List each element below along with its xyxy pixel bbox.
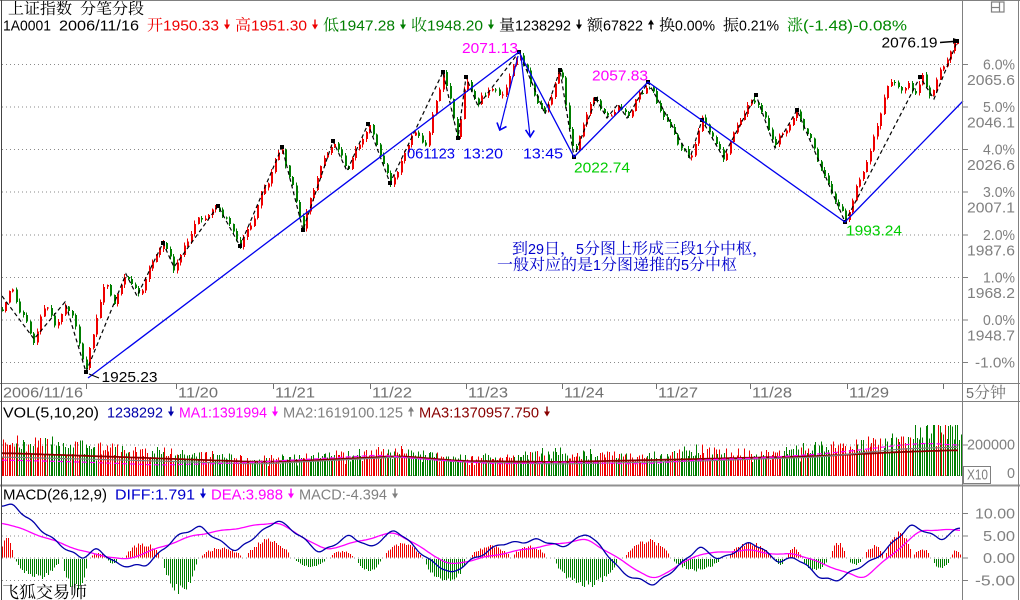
svg-text:DIFF:1.791: DIFF:1.791: [115, 488, 195, 504]
svg-text:1948.20: 1948.20: [427, 19, 483, 35]
svg-text:11/22: 11/22: [372, 386, 412, 402]
svg-text:2006/11/16: 2006/11/16: [59, 19, 139, 35]
svg-text:2057.83: 2057.83: [592, 69, 648, 85]
svg-text:-1.0%: -1.0%: [975, 356, 1015, 372]
svg-text:13:45: 13:45: [523, 147, 563, 163]
svg-text:29: 29: [528, 242, 544, 258]
svg-text:13:20: 13:20: [463, 147, 503, 163]
svg-text:1925.23: 1925.23: [102, 370, 158, 386]
svg-text:2006/11/16: 2006/11/16: [3, 386, 83, 402]
svg-text:3.0%: 3.0%: [983, 185, 1015, 201]
svg-text:1: 1: [593, 258, 601, 274]
svg-text:11/23: 11/23: [468, 386, 508, 402]
svg-text:(-1.48)-0.08%: (-1.48)-0.08%: [803, 19, 907, 35]
svg-text:11/28: 11/28: [752, 386, 792, 402]
svg-text:0.21%: 0.21%: [739, 19, 779, 35]
svg-text:5: 5: [966, 386, 974, 402]
svg-text:X10: X10: [967, 468, 988, 484]
svg-text:-5.00: -5.00: [975, 574, 1015, 590]
svg-text:67822: 67822: [603, 19, 643, 35]
svg-text:1948.7: 1948.7: [967, 329, 1015, 345]
svg-text:11/29: 11/29: [849, 386, 889, 402]
svg-text:1238292: 1238292: [107, 406, 163, 422]
svg-text:11/27: 11/27: [658, 386, 698, 402]
svg-text:11/20: 11/20: [178, 386, 218, 402]
svg-text:1987.6: 1987.6: [967, 243, 1015, 259]
svg-text:1: 1: [696, 242, 704, 258]
svg-text:2022.74: 2022.74: [574, 161, 630, 177]
svg-text:5.0%: 5.0%: [983, 100, 1015, 116]
svg-text:MA2:1619100.125: MA2:1619100.125: [283, 406, 403, 422]
svg-text:DEA:3.988: DEA:3.988: [211, 488, 283, 504]
svg-text:0.00%: 0.00%: [675, 19, 715, 35]
svg-text:0.0%: 0.0%: [983, 313, 1015, 329]
svg-text:11/24: 11/24: [564, 386, 604, 402]
svg-text:MA1:1391994: MA1:1391994: [179, 406, 267, 422]
svg-text:1968.2: 1968.2: [967, 286, 1015, 302]
svg-text:MA3:1370957.750: MA3:1370957.750: [419, 406, 539, 422]
svg-text:1.0%: 1.0%: [983, 270, 1015, 286]
svg-text:2007.1: 2007.1: [967, 201, 1015, 217]
svg-text:0.00: 0.00: [983, 551, 1015, 567]
svg-text:0: 0: [1007, 466, 1015, 482]
svg-text:MACD:-4.394: MACD:-4.394: [299, 488, 387, 504]
svg-text:2046.1: 2046.1: [967, 116, 1015, 132]
svg-text:2076.19: 2076.19: [882, 36, 938, 52]
svg-text:1993.24: 1993.24: [846, 224, 902, 240]
svg-text:1238292: 1238292: [515, 19, 571, 35]
svg-text:1950.33: 1950.33: [163, 19, 219, 35]
svg-text:2071.13: 2071.13: [462, 41, 518, 57]
svg-text:VOL(5,10,20): VOL(5,10,20): [3, 406, 99, 422]
svg-text:6.0%: 6.0%: [983, 57, 1015, 73]
svg-text:061123: 061123: [407, 147, 455, 163]
svg-text:5: 5: [681, 258, 689, 274]
svg-text:4.0%: 4.0%: [983, 143, 1015, 159]
svg-text:1A0001: 1A0001: [3, 19, 51, 35]
svg-text:5: 5: [576, 242, 584, 258]
svg-text:1947.28: 1947.28: [339, 19, 395, 35]
svg-text:11/21: 11/21: [275, 386, 315, 402]
svg-text:2065.6: 2065.6: [967, 73, 1015, 89]
svg-text:1951.30: 1951.30: [251, 19, 307, 35]
svg-text:MACD(26,12,9): MACD(26,12,9): [3, 488, 107, 504]
svg-text:2026.6: 2026.6: [967, 158, 1015, 174]
svg-text:10.00: 10.00: [975, 506, 1015, 522]
svg-text:5.00: 5.00: [983, 529, 1015, 545]
svg-text:200000: 200000: [967, 438, 1015, 454]
svg-text:2.0%: 2.0%: [983, 228, 1015, 244]
